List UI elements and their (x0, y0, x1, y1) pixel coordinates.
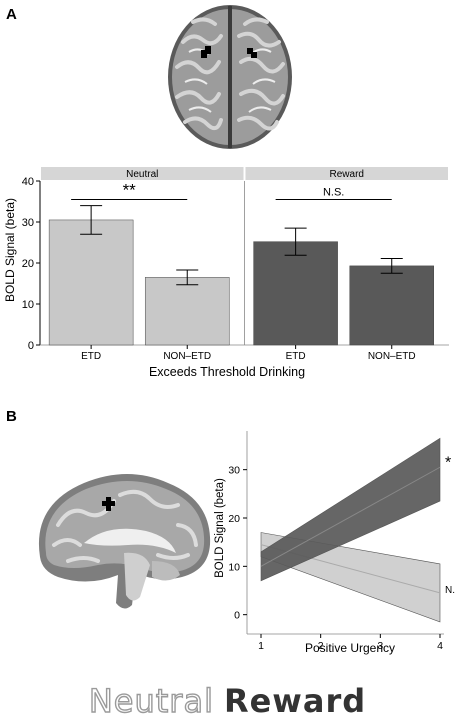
y-tick-label: 20 (22, 258, 34, 270)
y-tick-label: 0 (234, 610, 240, 622)
y-tick-label: 10 (22, 299, 34, 311)
line-chart: 0 10 20 30 1 2 3 4 N.S. * BOLD Signal (beta) Po… (214, 431, 455, 655)
y-tick-label: 20 (228, 513, 240, 525)
x-tick-label: 3 (377, 640, 383, 652)
facet-header (41, 167, 244, 180)
y-tick-label: 30 (228, 465, 240, 477)
confidence-band (260, 437, 441, 582)
bar (253, 241, 338, 346)
regression-line (260, 466, 441, 567)
facet-header (245, 167, 448, 180)
x-axis-label: Positive Urgency (305, 641, 395, 655)
x-tick-label: 2 (318, 640, 324, 652)
brain-sagittal-icon (38, 474, 211, 609)
bar-chart: Neutral Reward 0 10 20 30 40 ** N.S. ETD NON–ET… (3, 167, 449, 379)
significance-label: * (445, 454, 451, 471)
facet-label: Neutral (126, 169, 158, 180)
y-axis-label: BOLD Signal (beta) (3, 198, 17, 302)
panel-label-a: A (6, 6, 17, 23)
y-tick-label: 30 (22, 217, 34, 229)
x-tick-label: ETD (81, 351, 101, 362)
x-tick-label: 1 (258, 640, 264, 652)
significance-label: ** (123, 180, 137, 199)
legend: Neutral Reward (0, 681, 455, 720)
bar (48, 219, 134, 346)
significance-label: N.S. (445, 585, 455, 596)
legend-neutral: Neutral (88, 681, 214, 720)
significance-label: N.S. (323, 186, 344, 198)
x-tick-label: NON–ETD (163, 351, 211, 362)
y-tick-label: 10 (228, 561, 240, 573)
x-tick-label: ETD (286, 351, 306, 362)
panel-label-b: B (6, 408, 17, 425)
brain-axial-icon (168, 5, 292, 149)
y-tick-label: 40 (22, 176, 34, 188)
x-tick-label: 4 (437, 640, 443, 652)
x-tick-label: NON–ETD (368, 351, 416, 362)
y-axis-label: BOLD Signal (beta) (214, 478, 226, 578)
facet-label: Reward (330, 169, 364, 180)
legend-reward: Reward (223, 682, 367, 720)
x-axis-label: Exceeds Threshold Drinking (149, 365, 305, 379)
bar (349, 265, 434, 346)
y-tick-label: 0 (28, 340, 34, 352)
bar (144, 277, 230, 346)
